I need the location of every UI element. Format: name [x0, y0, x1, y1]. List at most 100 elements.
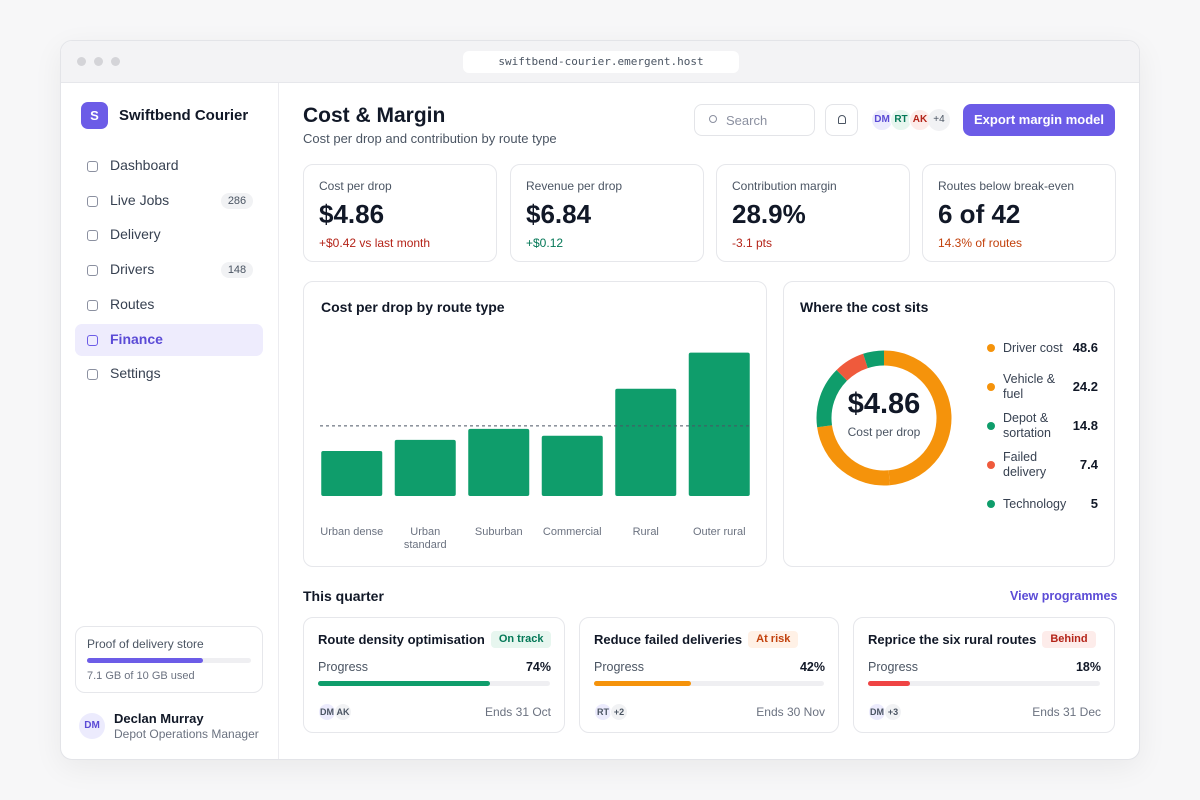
nav-icon: [87, 265, 98, 277]
kpi-delta: +$0.42 vs last month: [319, 236, 431, 250]
nav-item[interactable]: Delivery: [110, 226, 161, 243]
legend-dot: [987, 422, 995, 430]
dot: [111, 57, 120, 66]
progress-fill: [868, 681, 910, 686]
programme-end: Ends 30 Nov: [756, 705, 825, 719]
nav-icon: [87, 334, 98, 346]
x-tick-label: Rural: [632, 526, 659, 538]
avatar: AK: [334, 703, 352, 721]
donut-segment: [883, 350, 952, 486]
storage-label: 7.1 GB of 10 GB used: [87, 670, 195, 682]
legend-dot: [987, 500, 995, 508]
avatar: +3: [884, 703, 902, 721]
x-tick-label: Commercial: [542, 526, 602, 538]
legend-value: 48.6: [1072, 340, 1098, 355]
programme-name: Reprice the six rural routes: [868, 632, 1037, 647]
chart-title: Cost per drop by route type: [321, 299, 505, 315]
kpi-value: $6.84: [526, 199, 592, 229]
x-tick-label: Outer rural: [692, 526, 746, 538]
legend-label: Failed delivery: [1003, 450, 1047, 479]
kpi-label: Cost per drop: [319, 179, 392, 193]
nav-item[interactable]: Drivers: [110, 261, 155, 278]
page-subtitle: Cost per drop and contribution by route …: [303, 131, 557, 146]
status-badge: On track: [490, 631, 552, 648]
url-bar[interactable]: swiftbend-courier.emergent.host: [463, 51, 739, 73]
legend-value: 5: [1090, 496, 1098, 511]
x-tick-label: Urban standard: [403, 526, 447, 551]
avatar: +2: [610, 703, 628, 721]
legend-label: Technology: [1003, 496, 1067, 511]
section-title: This quarter: [303, 588, 384, 604]
section-link[interactable]: View programmes: [1010, 589, 1118, 603]
nav-icon: [87, 195, 98, 207]
legend-dot: [987, 344, 995, 352]
progress-fill: [594, 681, 691, 686]
programme-end: Ends 31 Dec: [1032, 705, 1101, 719]
nav-badge: 148: [221, 262, 253, 279]
nav-item[interactable]: Dashboard: [110, 157, 179, 173]
kpi-card: [510, 164, 704, 262]
bar: [541, 435, 603, 496]
nav-icon: [87, 299, 98, 311]
nav-icon: [87, 161, 98, 172]
nav-item[interactable]: Routes: [110, 295, 155, 312]
logo: S: [81, 102, 108, 129]
donut-segment: [816, 369, 848, 428]
active-nav: [75, 323, 263, 356]
status-badge: Behind: [1042, 631, 1096, 648]
search-icon: [709, 115, 717, 123]
progress-value: 74%: [525, 660, 551, 674]
donut-center-label: Cost per drop: [847, 425, 921, 439]
kpi-label: Contribution margin: [732, 179, 837, 193]
status-badge: At risk: [748, 631, 799, 648]
nav-icon: [87, 230, 98, 242]
storage-title: Proof of delivery store: [87, 637, 204, 651]
legend-dot: [987, 461, 995, 469]
avatar: RT: [890, 109, 912, 131]
donut-segment: [836, 353, 869, 381]
nav-icon: [87, 369, 98, 381]
progress-value: 42%: [799, 660, 825, 674]
legend-value: 14.8: [1072, 418, 1098, 433]
progress-track: [318, 681, 550, 686]
kpi-label: Revenue per drop: [526, 179, 623, 193]
dot: [94, 57, 103, 66]
progress-track: [594, 681, 824, 686]
nav-item[interactable]: Live Jobs: [110, 191, 170, 208]
kpi-delta: 14.3% of routes: [938, 236, 1023, 250]
programme-end: Ends 31 Oct: [484, 705, 551, 719]
donut-chart: [816, 350, 952, 486]
bell-button[interactable]: [825, 104, 858, 136]
legend-label: Vehicle & fuel: [1003, 372, 1056, 401]
export-button[interactable]: Export margin model: [963, 104, 1115, 136]
nav-badge: 286: [221, 192, 253, 209]
nav-item[interactable]: Finance: [110, 330, 163, 347]
bar-chart: [320, 352, 750, 496]
x-tick-label: Urban dense: [320, 526, 384, 538]
legend-label: Depot & sortation: [1003, 411, 1051, 440]
donut-segment: [863, 350, 885, 369]
avatar: DM: [79, 713, 105, 739]
storage-track: [87, 658, 251, 663]
legend-value: 24.2: [1072, 379, 1098, 394]
kpi-card: [922, 164, 1116, 262]
kpi-delta: -3.1 pts: [732, 236, 773, 250]
dot: [77, 57, 86, 66]
kpi-value: 28.9%: [732, 199, 806, 229]
nav-item[interactable]: Settings: [110, 365, 161, 382]
page-title: Cost & Margin: [303, 104, 446, 127]
progress-label: Progress: [594, 660, 645, 674]
bar: [321, 450, 383, 496]
chart-title: Where the cost sits: [800, 299, 929, 315]
bell-icon: [838, 115, 846, 124]
kpi-card: [303, 164, 497, 262]
legend-dot: [987, 383, 995, 391]
storage-fill: [87, 658, 204, 663]
search[interactable]: Search: [694, 104, 815, 136]
kpi-value: 6 of 42: [938, 199, 1021, 229]
bar: [394, 439, 456, 496]
programme-name: Reduce failed deliveries: [594, 632, 743, 647]
kpi-card: [716, 164, 910, 262]
progress-label: Progress: [318, 660, 369, 674]
